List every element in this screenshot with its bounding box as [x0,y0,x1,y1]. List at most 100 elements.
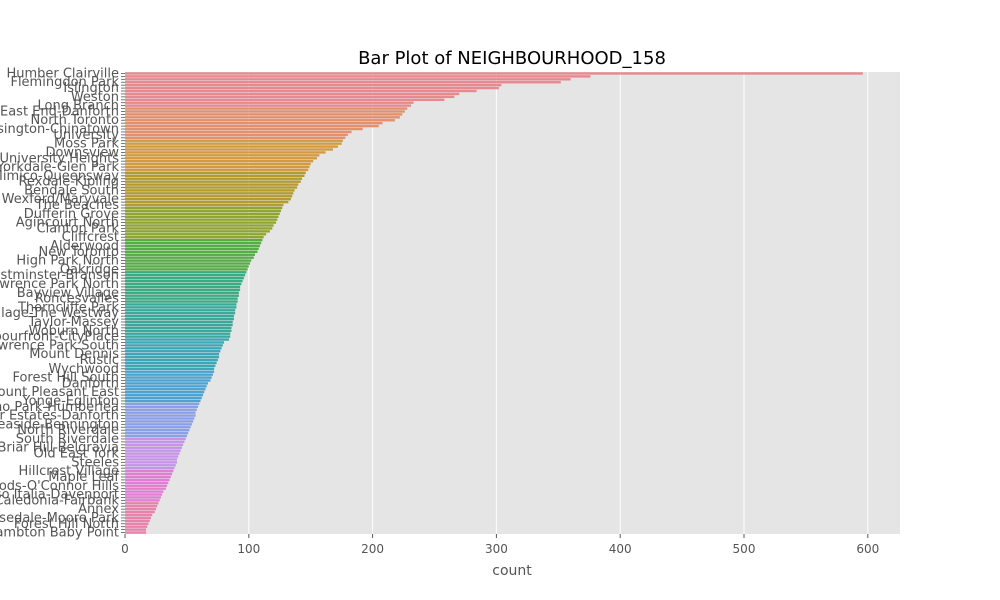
bar [125,373,213,376]
bar [125,458,177,461]
bar [125,499,160,502]
bar [125,390,205,394]
y-tick-label: Islington [63,81,119,96]
bar [125,323,233,327]
bar [125,183,299,186]
bar [125,472,173,476]
bar [125,72,863,75]
y-tick-label: Clanton Park [37,221,120,236]
bar [125,338,229,341]
bar [125,83,502,87]
y-tick-label: North Toronto [31,113,120,128]
bar [125,215,279,218]
bar [125,168,309,172]
bar [125,171,306,175]
bar [125,230,270,233]
bar [125,411,196,414]
bar [125,250,258,254]
bar [125,355,220,359]
bar [125,200,289,204]
y-tick-label: Thorncliffe Park [17,300,120,315]
bar [125,75,591,78]
y-tick-label: Roncesvalles [35,292,119,307]
bar [125,522,149,525]
x-tick-label: 500 [733,542,756,556]
bar [125,300,238,303]
bar [125,464,176,467]
y-tick-label: Hillcrest Village [19,464,119,479]
bar [125,294,239,297]
bar [125,92,460,96]
y-tick-label: Kensington-Chinatown [0,122,119,137]
bar [125,291,239,294]
bar [125,329,232,332]
bar [125,388,206,391]
bar [125,279,243,283]
bar [125,236,264,239]
bar [125,309,236,312]
bar [125,212,280,216]
bar [125,452,180,455]
y-tick-label: Dufferin Grove [24,207,119,222]
bar [125,332,231,335]
y-tick-label: Wychwood [49,362,120,377]
bar [125,455,179,458]
bar [125,502,159,505]
y-tick-label: Woburn North [29,324,119,339]
bar [125,165,310,169]
bar [125,423,192,426]
y-tick-label: Pelmo Park-Humberlea [0,400,119,415]
bar [125,139,343,142]
bar [125,95,455,99]
bar [125,81,561,84]
bar [125,484,168,487]
bar [125,487,166,490]
bar [125,124,379,128]
bar [125,312,236,315]
bar [125,282,242,286]
bar [125,344,223,347]
bar [125,385,207,388]
bar [125,157,317,160]
bar [125,475,171,479]
y-tick-label: Westminster-Branson [0,268,119,283]
bar [125,431,189,435]
y-tick-label: Moss Park [54,137,119,152]
bar [125,507,156,511]
bar [125,449,181,452]
y-tick-label: Annex [78,502,119,517]
bar [125,107,408,110]
bar [125,78,571,81]
x-tick-label: 300 [485,542,508,556]
y-tick-label: Rexdale-Kipling [18,175,119,190]
bar [125,417,195,420]
bar [125,136,346,139]
y-tick-label: Corso Italia-Davenport [0,488,119,503]
bar [125,159,314,163]
y-tick-label: Briar Hill-Belgravia [0,441,119,456]
bar [125,361,217,365]
bar [125,265,249,268]
bar [125,244,260,248]
bar [125,142,342,145]
bar [125,247,259,251]
y-tick-label: Maple Leaf [48,470,119,485]
bar [125,177,303,180]
bar [125,382,208,385]
bar [125,414,196,417]
bar [125,197,291,201]
bar [125,525,148,528]
y-tick-label: Steeles [71,455,119,470]
bar [125,306,237,309]
bar [125,317,234,321]
y-tick-label: High Park North [16,254,119,269]
bar [125,370,215,373]
bar [125,440,185,444]
bar [125,320,233,324]
x-tick-label: 400 [609,542,632,556]
bar [125,364,216,368]
y-tick-label: Wexford/Maryvale [2,192,119,207]
bar [125,314,234,318]
bar [125,274,246,277]
bar [125,285,241,289]
